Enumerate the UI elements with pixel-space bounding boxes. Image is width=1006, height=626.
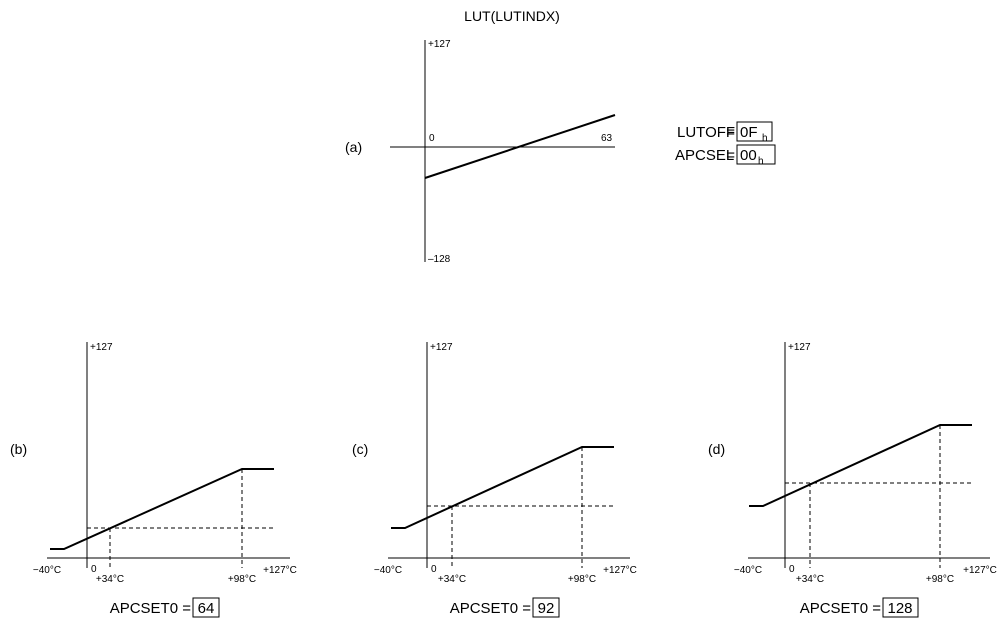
panel-d-y-top-tick: +127 [788,342,811,353]
apcsel-value: 00 [740,147,757,164]
panel-b-tick-127: +127°C [263,565,297,576]
lutoff-setting: LUTOFF = 0F h [677,122,772,144]
panel-a-x-right-tick: 63 [601,133,613,144]
panel-c-tick-minus40: −40°C [374,565,402,576]
panel-c-tick-98: +98°C [568,574,596,585]
panel-c-apc-curve [391,447,614,528]
panel-c-apcset0-value: 92 [538,600,555,617]
panel-a-y-bottom-tick: –128 [428,254,451,265]
panel-d-tick-0: 0 [789,564,795,575]
panel-a-y-top-tick: +127 [428,39,451,50]
panel-d: (d) +127 −40°C 0 +34°C +98°C +127°C APCS… [708,342,997,617]
panel-c-label: (c) [352,441,368,457]
panel-c-tick-127: +127°C [603,565,637,576]
panel-c-y-top-tick: +127 [430,342,453,353]
panel-a: (a) +127 –128 0 63 LUTOFF = 0F h APCSEL … [345,39,775,265]
apcsel-setting: APCSEL = 00 h [675,145,775,167]
panel-d-tick-98: +98°C [926,574,954,585]
lutoff-value-subscript: h [762,133,768,144]
lutoff-equals: = [726,124,735,141]
panel-c-tick-0: 0 [431,564,437,575]
panel-b-label: (b) [10,441,27,457]
panel-c-tick-34: +34°C [438,574,466,585]
panel-d-apc-curve [749,425,972,506]
panel-d-tick-34: +34°C [796,574,824,585]
panel-a-x-left-tick: 0 [429,133,435,144]
apcsel-equals: = [726,147,735,164]
panel-b-apcset0-value: 64 [198,600,215,617]
panel-c: (c) +127 −40°C 0 +34°C +98°C +127°C APCS… [352,342,637,617]
apcsel-value-subscript: h [758,156,764,167]
panel-a-label: (a) [345,139,362,155]
panel-d-caption: APCSET0 = [800,600,882,617]
lutoff-value: 0F [740,124,758,141]
panel-b: (b) +127 −40°C 0 +34°C +98°C +127°C APCS… [10,342,297,617]
panel-b-tick-minus40: −40°C [33,565,61,576]
panel-d-apcset0-value: 128 [887,600,912,617]
panel-b-y-top-tick: +127 [90,342,113,353]
panel-b-caption: APCSET0 = [110,600,192,617]
panel-d-tick-minus40: −40°C [734,565,762,576]
panel-d-label: (d) [708,441,725,457]
diagram-title: LUT(LUTINDX) [464,8,560,24]
panel-b-tick-34: +34°C [96,574,124,585]
panel-b-apc-curve [50,469,274,549]
panel-d-tick-127: +127°C [963,565,997,576]
panel-c-caption: APCSET0 = [450,600,532,617]
panel-b-tick-98: +98°C [228,574,256,585]
